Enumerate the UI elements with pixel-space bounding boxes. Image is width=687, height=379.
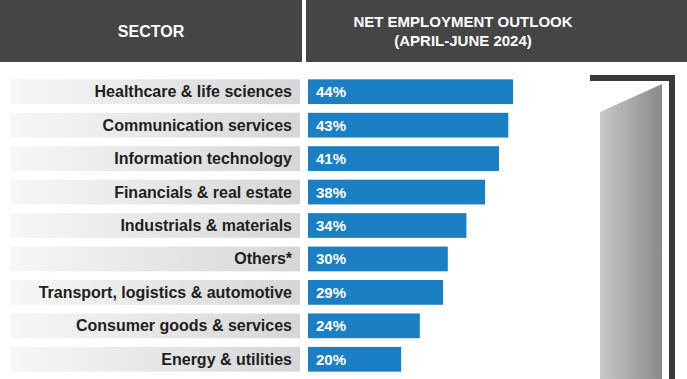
data-labels: 44% 43% 41% 38% 34% 30% 29% 24% 20% — [316, 83, 346, 368]
data-label: 43% — [316, 117, 346, 134]
category-label: Others* — [234, 250, 293, 267]
door-panel — [600, 84, 662, 379]
data-label: 30% — [316, 250, 346, 267]
category-label: Information technology — [114, 150, 292, 167]
category-label: Energy & utilities — [161, 351, 292, 368]
label-strip — [10, 213, 300, 238]
category-label: Healthcare & life sciences — [95, 83, 293, 100]
category-label: Financials & real estate — [114, 184, 292, 201]
data-label: 38% — [316, 184, 346, 201]
data-label: 34% — [316, 217, 346, 234]
column-header-line: NET EMPLOYMENT OUTLOOK — [353, 13, 572, 30]
bar — [308, 347, 401, 372]
bar — [308, 213, 466, 238]
header: SECTOR NET EMPLOYMENT OUTLOOK (APRIL-JUNE … — [0, 0, 687, 62]
label-strip — [10, 79, 300, 104]
category-labels: Healthcare & life sciences Communication … — [39, 83, 293, 368]
bar — [308, 79, 513, 104]
category-label: Industrials & materials — [120, 217, 292, 234]
header-band — [306, 0, 687, 62]
column-header: NET EMPLOYMENT OUTLOOK (APRIL-JUNE 2024) — [353, 13, 572, 49]
door-illustration — [590, 78, 672, 379]
chart: Healthcare & life sciences Communication … — [0, 0, 687, 379]
data-label: 41% — [316, 150, 346, 167]
door-frame — [590, 78, 672, 379]
column-header: SECTOR — [118, 23, 185, 40]
label-strip — [10, 180, 300, 205]
category-label: Communication services — [103, 117, 293, 134]
bars — [308, 79, 513, 371]
label-strip — [10, 347, 300, 372]
category-label: Consumer goods & services — [76, 317, 292, 334]
bar — [308, 313, 420, 338]
header-band — [0, 0, 302, 62]
bar — [308, 146, 499, 171]
label-strips — [10, 79, 300, 371]
bar — [308, 247, 448, 272]
data-label: 20% — [316, 351, 346, 368]
label-strip — [10, 113, 300, 138]
bar — [308, 280, 443, 305]
label-strip — [10, 313, 300, 338]
bar — [308, 180, 485, 205]
category-label: Transport, logistics & automotive — [39, 284, 292, 301]
label-strip — [10, 247, 300, 272]
column-header-line: (APRIL-JUNE 2024) — [394, 32, 532, 49]
data-label: 29% — [316, 284, 346, 301]
label-strip — [10, 146, 300, 171]
data-label: 44% — [316, 83, 346, 100]
data-label: 24% — [316, 317, 346, 334]
bar — [308, 113, 508, 138]
label-strip — [10, 280, 300, 305]
